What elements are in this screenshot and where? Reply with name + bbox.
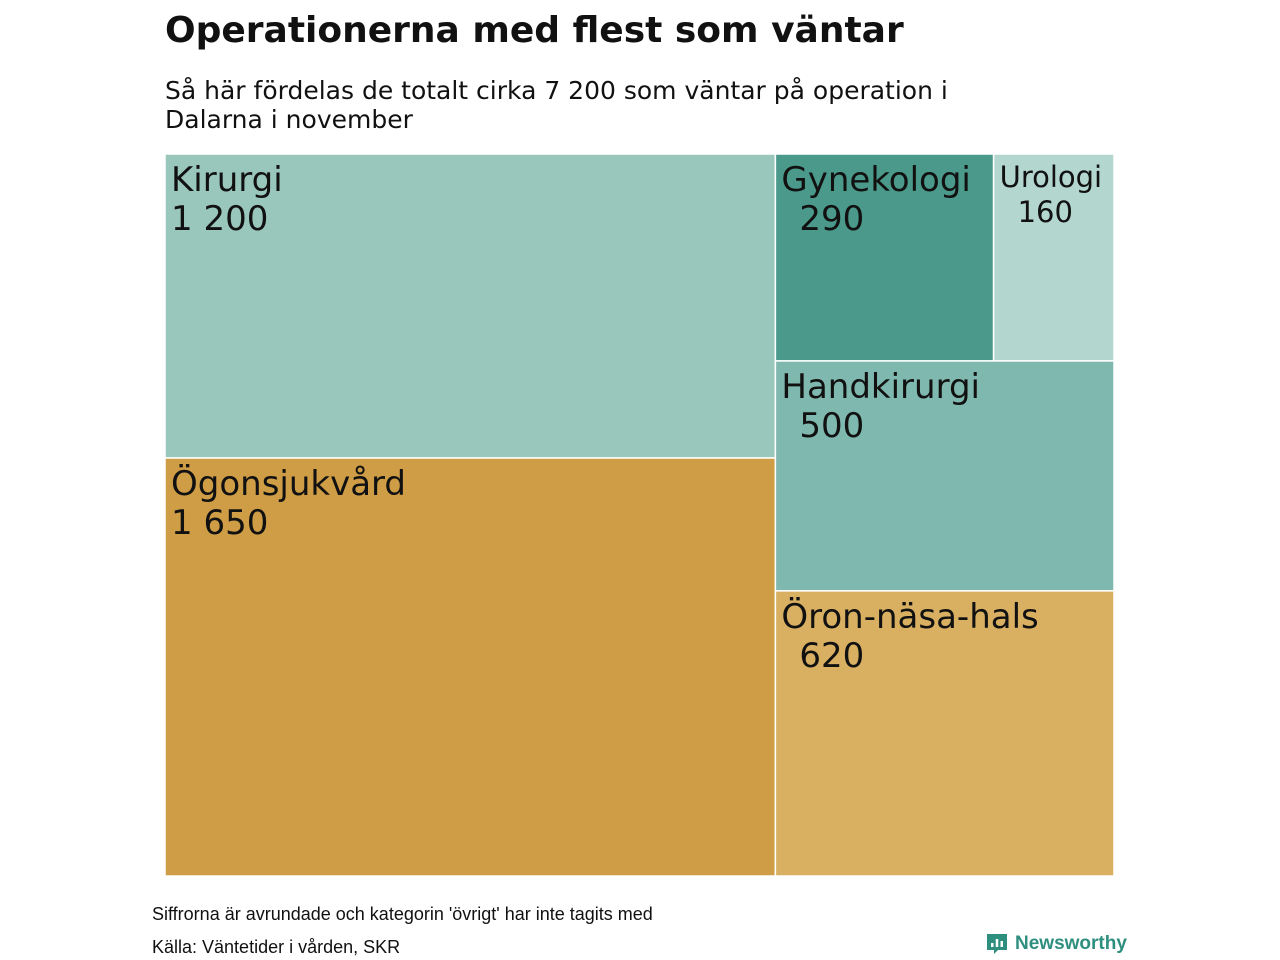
tile-handkirurgi-value: 500 bbox=[799, 406, 864, 446]
tile-handkirurgi-label: Handkirurgi bbox=[781, 367, 980, 407]
tile-gynekologi-value: 290 bbox=[799, 199, 864, 239]
chart-subtitle: Så här fördelas de totalt cirka 7 200 so… bbox=[165, 76, 948, 134]
tile-ogonsjukvard-label: Ögonsjukvård bbox=[171, 463, 406, 504]
tile-oron-nasa-hals-label: Öron-näsa-hals bbox=[781, 596, 1038, 637]
tile-gynekologi-label: Gynekologi bbox=[781, 160, 971, 200]
tile-ogonsjukvard-value: 1 650 bbox=[171, 503, 268, 543]
tile-urologi-label: Urologi bbox=[1000, 160, 1103, 194]
chart-title: Operationerna med flest som väntar bbox=[165, 10, 904, 51]
tile-urologi-value: 160 bbox=[1018, 195, 1073, 229]
footnote: Siffrorna är avrundade och kategorin 'öv… bbox=[152, 904, 653, 924]
tile-oron-nasa-hals-value: 620 bbox=[799, 636, 864, 676]
newsworthy-logo-icon bbox=[987, 934, 1007, 954]
brand-name: Newsworthy bbox=[1015, 933, 1127, 954]
source-note: Källa: Väntetider i vården, SKR bbox=[152, 937, 401, 957]
tile-ogonsjukvard bbox=[164, 457, 777, 877]
tile-kirurgi-label: Kirurgi bbox=[171, 160, 283, 200]
brand-logo: Newsworthy bbox=[985, 932, 1127, 956]
tile-kirurgi-value: 1 200 bbox=[171, 199, 268, 239]
tile-oron-nasa-hals bbox=[774, 590, 1115, 877]
